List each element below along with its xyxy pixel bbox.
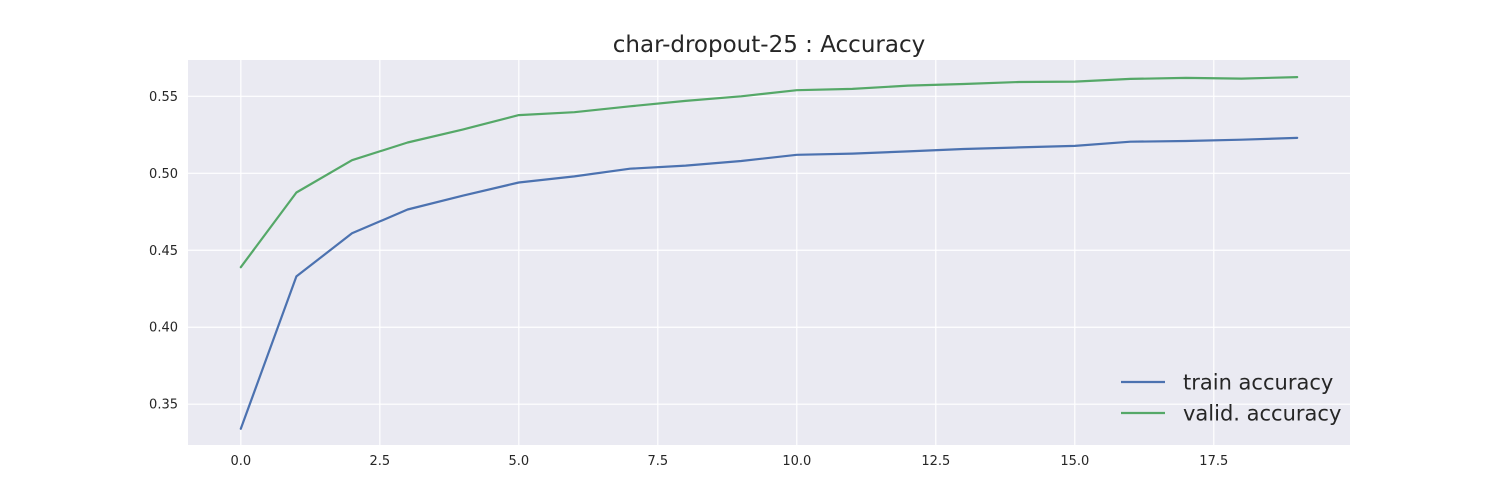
y-tick-label: 0.50 <box>149 167 178 182</box>
legend: train accuracy valid. accuracy <box>1121 371 1341 426</box>
x-tick-label: 2.5 <box>369 454 390 469</box>
series-line-train-accuracy <box>239 136 1299 430</box>
grid-layer <box>188 60 1350 445</box>
y-tick-label: 0.45 <box>149 244 178 259</box>
x-tick-label: 17.5 <box>1199 454 1228 469</box>
series-line-valid-accuracy <box>239 75 1299 269</box>
y-tick-label: 0.40 <box>149 321 178 336</box>
plot-background <box>188 60 1350 445</box>
x-tick-label: 0.0 <box>230 454 251 469</box>
y-tick-label: 0.35 <box>149 398 178 413</box>
legend-label: train accuracy <box>1183 371 1333 395</box>
y-axis-ticks: 0.35 0.40 0.45 0.50 0.55 <box>149 90 178 413</box>
x-tick-label: 5.0 <box>508 454 529 469</box>
x-tick-label: 12.5 <box>921 454 950 469</box>
y-tick-label: 0.55 <box>149 90 178 105</box>
x-axis-ticks: 0.0 2.5 5.0 7.5 10.0 12.5 15.0 17.5 <box>230 454 1228 469</box>
x-tick-label: 7.5 <box>647 454 668 469</box>
chart-title: char-dropout-25 : Accuracy <box>613 32 925 58</box>
legend-label: valid. accuracy <box>1183 402 1341 426</box>
x-tick-label: 15.0 <box>1060 454 1089 469</box>
x-tick-label: 10.0 <box>782 454 811 469</box>
series-layer <box>239 75 1299 430</box>
